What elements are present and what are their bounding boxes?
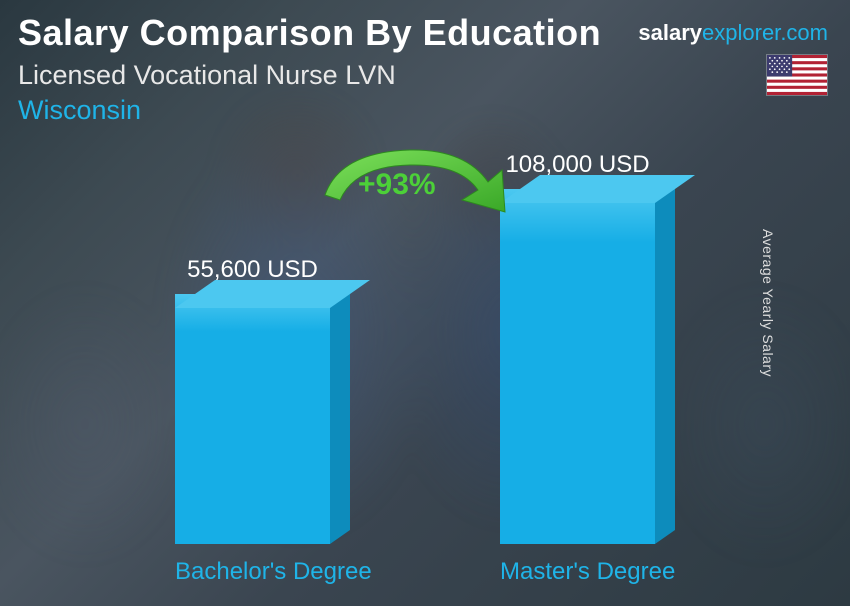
brand-suffix: explorer <box>702 20 780 45</box>
bar-front-face <box>500 189 655 544</box>
brand-domain: .com <box>780 20 828 45</box>
bar-3d <box>175 294 330 544</box>
bar-category-label: Bachelor's Degree <box>175 558 330 586</box>
bar-side-face <box>655 175 675 544</box>
bar-chart: 55,600 USDBachelor's Degree 108,000 USDMa… <box>0 146 810 586</box>
bar-group-0: 55,600 USDBachelor's Degree <box>175 256 330 586</box>
bar-front-face <box>175 294 330 544</box>
job-title: Licensed Vocational Nurse LVN <box>18 60 832 91</box>
percent-increase-label: +93% <box>358 168 436 202</box>
brand-logo: salaryexplorer.com <box>638 20 828 46</box>
bar-group-1: 108,000 USDMaster's Degree <box>500 151 655 586</box>
brand-prefix: salary <box>638 20 702 45</box>
country-flag-icon <box>766 54 828 96</box>
location-label: Wisconsin <box>18 95 832 126</box>
bar-category-label: Master's Degree <box>500 558 655 586</box>
bar-3d <box>500 189 655 544</box>
bar-side-face <box>330 280 350 544</box>
